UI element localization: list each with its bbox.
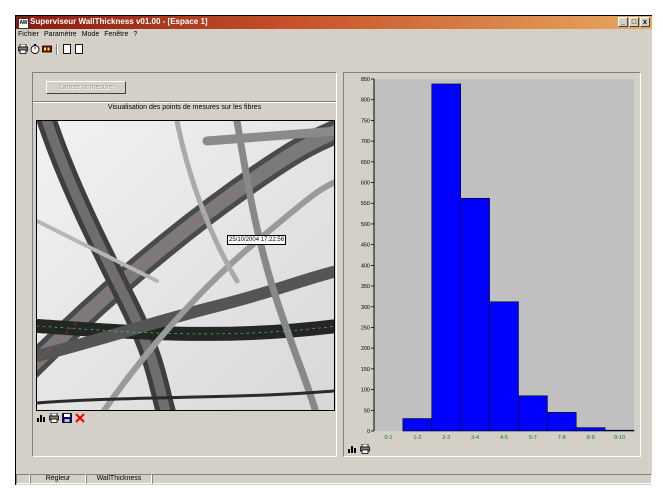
histogram-panel: 0 50 100 150 200 250 300 350 400 450 500 550 600 650 7… bbox=[343, 72, 641, 457]
y-tick-label: 100 bbox=[361, 388, 370, 394]
y-tick-label: 350 bbox=[361, 284, 370, 290]
printer-icon[interactable] bbox=[360, 443, 370, 454]
histogram-bar bbox=[402, 418, 433, 432]
y-tick-label: 550 bbox=[361, 201, 370, 207]
y-tick-label: 600 bbox=[361, 181, 370, 187]
page-icon[interactable] bbox=[74, 44, 84, 54]
menu-parametre[interactable]: Paramètre bbox=[44, 31, 77, 38]
histogram-bar bbox=[431, 83, 461, 432]
divider bbox=[33, 101, 336, 103]
page-icon[interactable] bbox=[62, 44, 72, 54]
histogram-bar bbox=[489, 301, 519, 432]
x-tick-label: 4-5 bbox=[500, 435, 508, 441]
menu-help[interactable]: ? bbox=[133, 31, 138, 38]
menu-fenetre[interactable]: Fenêtre bbox=[104, 31, 129, 38]
y-tick-label: 400 bbox=[361, 263, 370, 269]
y-tick-label: 450 bbox=[361, 243, 370, 249]
histogram-chart[interactable]: 0 50 100 150 200 250 300 350 400 450 500 550 600 650 7… bbox=[344, 73, 640, 443]
save-icon[interactable] bbox=[62, 413, 72, 423]
histogram-bar bbox=[547, 412, 577, 432]
status-cell bbox=[16, 474, 30, 484]
y-tick-label: 800 bbox=[361, 98, 370, 104]
y-tick-label: 750 bbox=[361, 118, 370, 124]
status-app: WallThickness bbox=[86, 474, 152, 484]
y-tick-label: 50 bbox=[364, 408, 370, 414]
toolbar bbox=[18, 42, 84, 56]
window-title: Superviseur WallThickness v01.00 - [Espa… bbox=[30, 17, 208, 26]
x-tick-label: 8-9 bbox=[587, 435, 595, 441]
x-tick-label: 3-4 bbox=[471, 435, 479, 441]
menu-bar: Fichier Paramètre Mode Fenêtre ? bbox=[16, 30, 137, 40]
toolbar-separator bbox=[56, 43, 58, 55]
y-tick-label: 300 bbox=[361, 305, 370, 311]
image-caption: Visualisation des points de mesures sur … bbox=[107, 104, 262, 111]
y-tick-label: 700 bbox=[361, 139, 370, 145]
minimize-button[interactable]: _ bbox=[618, 17, 628, 27]
y-tick-label: 250 bbox=[361, 325, 370, 331]
y-tick-label: 200 bbox=[361, 346, 370, 352]
title-bar[interactable]: AW Superviseur WallThickness v01.00 - [E… bbox=[16, 16, 652, 29]
status-mode: Régleur bbox=[30, 474, 86, 484]
maximize-button[interactable]: □ bbox=[629, 17, 639, 27]
timestamp-label: 25/10/2004 17:22:56 bbox=[227, 235, 287, 245]
menu-mode[interactable]: Mode bbox=[81, 31, 100, 38]
film-icon[interactable] bbox=[42, 44, 52, 54]
close-button[interactable]: x bbox=[640, 17, 650, 27]
chart-tools bbox=[347, 443, 370, 454]
histogram-bar bbox=[518, 395, 548, 432]
app-icon[interactable]: AW bbox=[18, 18, 29, 29]
x-tick-label: 5-7 bbox=[529, 435, 537, 441]
launch-measure-button[interactable]: Lancer la mesure bbox=[46, 81, 126, 94]
x-tick-label: 2-3 bbox=[442, 435, 450, 441]
status-cell bbox=[152, 474, 652, 484]
y-tick-label: 850 bbox=[361, 77, 370, 83]
y-tick-label: 150 bbox=[361, 367, 370, 373]
image-tools bbox=[36, 412, 85, 423]
chart-icon[interactable] bbox=[36, 413, 46, 423]
delete-icon[interactable] bbox=[75, 413, 85, 423]
chart-icon[interactable] bbox=[347, 444, 357, 454]
timer-icon[interactable] bbox=[30, 44, 40, 54]
printer-icon[interactable] bbox=[49, 412, 59, 423]
x-tick-label: 1-2 bbox=[413, 435, 421, 441]
image-panel: Lancer la mesure Visualisation des point… bbox=[32, 72, 337, 457]
x-tick-label: 7-8 bbox=[558, 435, 566, 441]
y-tick-label: 500 bbox=[361, 222, 370, 228]
fiber-image[interactable]: 25/10/2004 17:22:56 bbox=[36, 120, 335, 411]
y-tick-label: 650 bbox=[361, 160, 370, 166]
status-bar: Régleur WallThickness bbox=[16, 474, 652, 485]
app-window: AW Superviseur WallThickness v01.00 - [E… bbox=[15, 15, 652, 485]
histogram-bar bbox=[604, 429, 635, 432]
x-tick-label: 9-10 bbox=[614, 435, 625, 441]
histogram-bar bbox=[575, 427, 606, 432]
x-tick-label: 0-1 bbox=[384, 435, 392, 441]
histogram-bar bbox=[460, 197, 490, 432]
menu-fichier[interactable]: Fichier bbox=[18, 31, 40, 38]
y-tick-label: 0 bbox=[367, 429, 370, 435]
fiber-micrograph bbox=[37, 121, 334, 410]
printer-icon[interactable] bbox=[18, 43, 28, 54]
